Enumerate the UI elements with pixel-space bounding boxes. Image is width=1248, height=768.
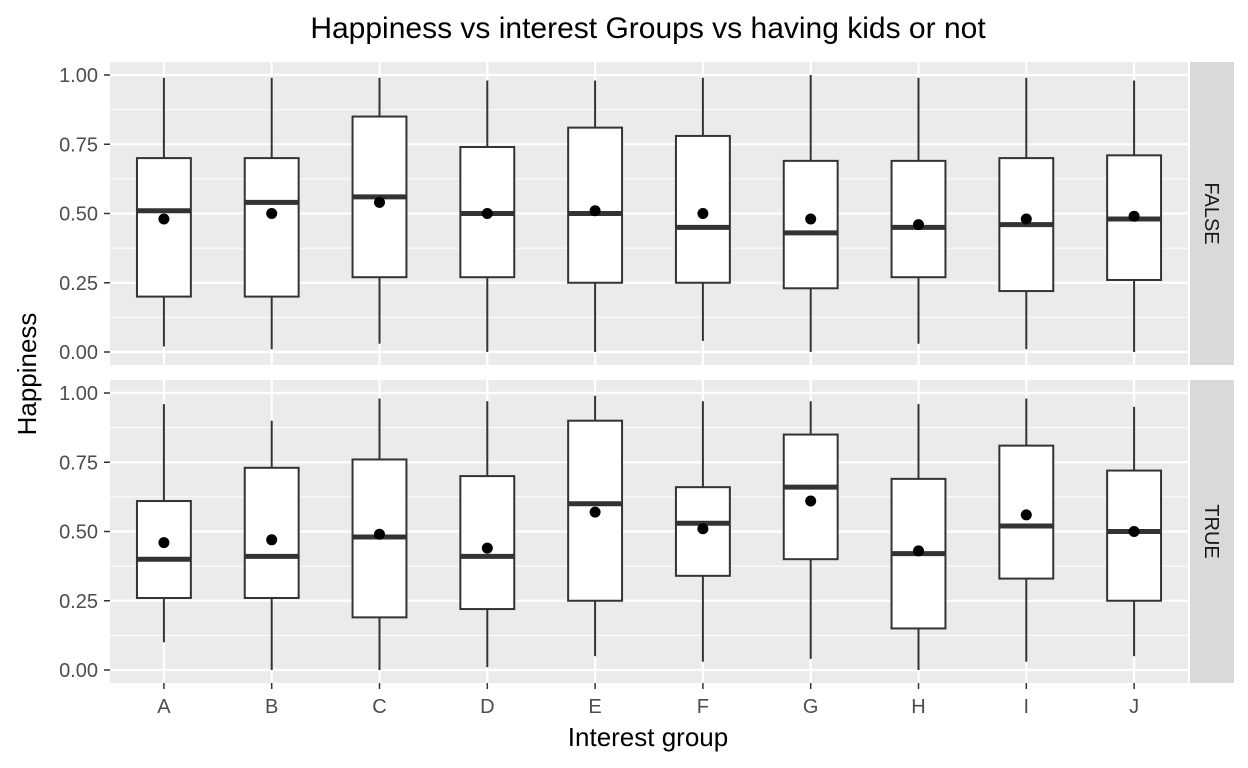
mean-point: [805, 495, 817, 507]
x-tick-label: E: [588, 696, 601, 718]
mean-point: [589, 506, 601, 518]
mean-point: [374, 528, 385, 540]
box-j: [1106, 80, 1163, 352]
box-iqr: [459, 475, 516, 611]
facet-panel-true: 0.00 0.25 0.50 0.75 1.00 TRUE: [59, 380, 1234, 683]
box-d: [459, 401, 516, 668]
box-c: [351, 398, 408, 670]
facet-panels: 0.00 0.25 0.50 0.75 1.00 FALSE 0.00 0.25 0.50 0.7…: [59, 62, 1234, 683]
box-b: [243, 420, 300, 670]
x-tick-label: B: [265, 696, 278, 718]
box-e: [567, 80, 624, 352]
chart-title: Happiness vs interest Groups vs having k…: [310, 12, 986, 45]
x-tick-label: J: [1129, 696, 1139, 718]
mean-point: [158, 537, 170, 549]
x-tick-label: A: [157, 696, 171, 718]
box-h: [890, 404, 947, 670]
mean-point: [913, 545, 924, 557]
box-g: [782, 75, 839, 352]
box-iqr: [567, 126, 624, 284]
mean-point: [481, 542, 493, 554]
y-tick-label: 0.00: [59, 660, 98, 682]
box-iqr: [782, 159, 839, 290]
mean-point: [266, 208, 278, 219]
facet-panel-false: 0.00 0.25 0.50 0.75 1.00 FALSE: [59, 62, 1234, 365]
box-iqr: [890, 159, 947, 279]
y-tick-label: 0.75: [59, 452, 98, 474]
box-c: [351, 77, 408, 344]
mean-point: [697, 208, 709, 219]
box-iqr: [243, 466, 300, 599]
mean-point: [266, 534, 278, 546]
box-a: [135, 77, 192, 347]
facet-strip-label: TRUE: [1200, 504, 1222, 558]
box-f: [674, 77, 731, 341]
y-tick-label: 0.00: [59, 342, 98, 364]
facet-strip: [1190, 380, 1234, 683]
mean-point: [1128, 210, 1140, 222]
box-iqr: [135, 157, 192, 298]
y-tick-label: 1.00: [59, 65, 98, 87]
x-tick-label: G: [803, 696, 819, 718]
x-axis-title: Interest group: [568, 722, 728, 752]
box-e: [567, 395, 624, 657]
box-iqr: [243, 157, 300, 298]
mean-point: [1020, 213, 1032, 225]
y-tick-label: 0.25: [59, 273, 98, 295]
box-a: [135, 404, 192, 643]
box-b: [243, 77, 300, 350]
y-tick-label: 0.50: [59, 522, 98, 544]
mean-point: [1128, 526, 1140, 537]
y-tick-label: 1.00: [59, 383, 98, 405]
x-tick-label: D: [480, 696, 494, 718]
x-axis: A B C D E F G H I J: [157, 683, 1139, 718]
box-j: [1106, 406, 1163, 657]
mean-point: [913, 219, 924, 231]
mean-point: [374, 196, 385, 208]
mean-point: [805, 213, 817, 225]
y-tick-label: 0.25: [59, 591, 98, 613]
box-h: [890, 77, 947, 344]
mean-point: [481, 208, 493, 219]
box-f: [674, 401, 731, 662]
x-tick-label: F: [697, 696, 709, 718]
mean-point: [158, 213, 170, 225]
box-g: [782, 401, 839, 659]
y-axis-title: Happiness: [12, 313, 42, 436]
x-tick-label: H: [911, 696, 925, 718]
facet-strip-label: FALSE: [1200, 182, 1222, 244]
box-d: [459, 80, 516, 352]
y-tick-label: 0.50: [59, 204, 98, 226]
x-tick-label: C: [372, 696, 386, 718]
box-iqr: [135, 500, 192, 599]
box-i: [998, 398, 1055, 662]
facet-strip: [1190, 62, 1234, 365]
x-tick-label: I: [1024, 696, 1030, 718]
box-i: [998, 77, 1055, 350]
mean-point: [697, 523, 709, 535]
mean-point: [589, 205, 601, 217]
mean-point: [1020, 509, 1032, 521]
y-tick-label: 0.75: [59, 134, 98, 156]
